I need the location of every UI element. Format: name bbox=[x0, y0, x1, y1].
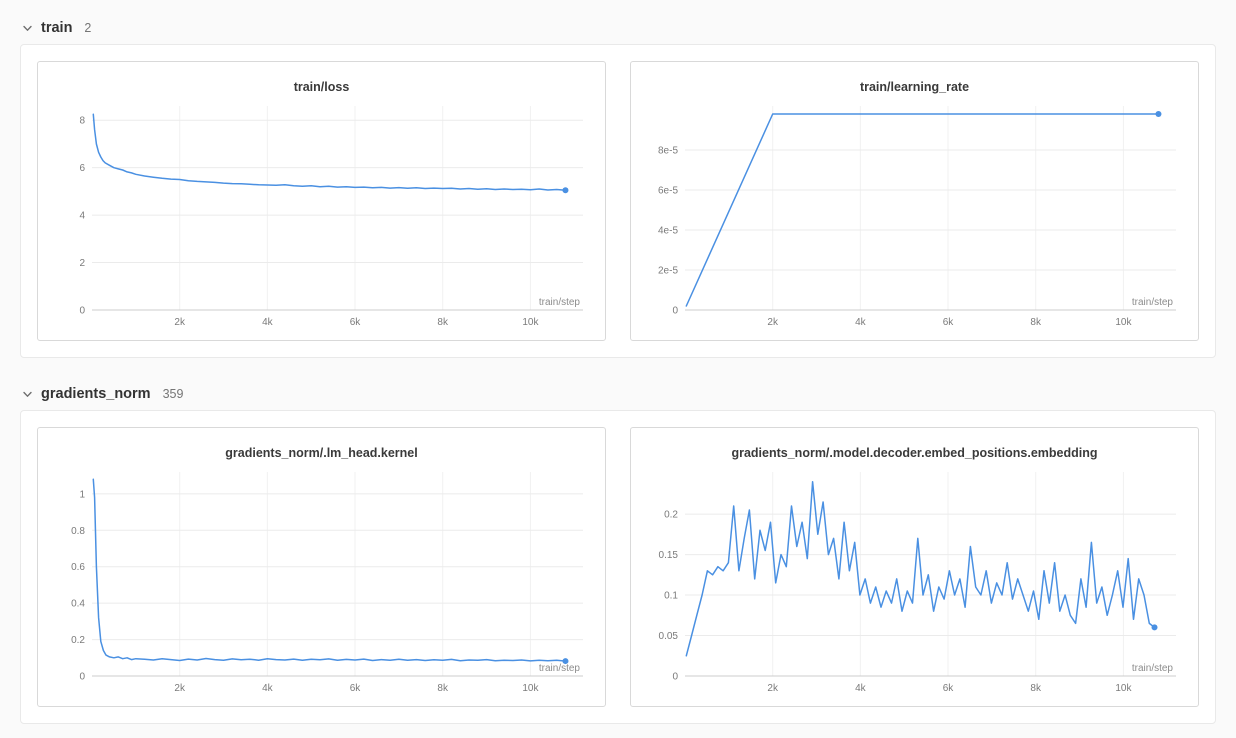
svg-text:8: 8 bbox=[79, 116, 85, 127]
svg-text:8k: 8k bbox=[437, 683, 449, 694]
chevron-down-icon[interactable] bbox=[22, 389, 33, 400]
panel-grid-gradients-norm: gradients_norm/.lm_head.kernel 0 0.2 0.4 0.… bbox=[20, 410, 1216, 724]
svg-text:0: 0 bbox=[672, 306, 678, 317]
svg-text:10k: 10k bbox=[522, 683, 539, 694]
svg-text:0.05: 0.05 bbox=[659, 631, 679, 642]
svg-text:0.6: 0.6 bbox=[71, 562, 85, 573]
svg-text:0.8: 0.8 bbox=[71, 526, 85, 537]
svg-text:0.4: 0.4 bbox=[71, 599, 85, 610]
svg-text:0: 0 bbox=[672, 672, 678, 683]
svg-text:train/step: train/step bbox=[1132, 297, 1174, 308]
svg-text:8k: 8k bbox=[1030, 683, 1042, 694]
svg-text:2k: 2k bbox=[767, 317, 779, 328]
section-train: train 2 train/loss 0 2 4 6 8 2k 4k 6k 8k 10k train… bbox=[20, 16, 1216, 358]
svg-text:4k: 4k bbox=[262, 317, 274, 328]
svg-text:2k: 2k bbox=[174, 317, 186, 328]
svg-text:6e-5: 6e-5 bbox=[658, 186, 678, 197]
section-title: gradients_norm bbox=[41, 386, 151, 402]
section-count-badge: 2 bbox=[84, 21, 92, 35]
svg-text:2k: 2k bbox=[174, 683, 186, 694]
svg-text:6k: 6k bbox=[350, 317, 362, 328]
svg-text:0.15: 0.15 bbox=[659, 550, 679, 561]
svg-text:6k: 6k bbox=[350, 683, 362, 694]
section-count-badge: 359 bbox=[162, 387, 184, 401]
section-header-gradients-norm[interactable]: gradients_norm 359 bbox=[20, 382, 1216, 410]
svg-text:10k: 10k bbox=[522, 317, 539, 328]
svg-text:6: 6 bbox=[79, 163, 85, 174]
svg-text:4e-5: 4e-5 bbox=[658, 226, 678, 237]
svg-text:0.1: 0.1 bbox=[664, 591, 678, 602]
chart-card-lm-head-kernel[interactable]: gradients_norm/.lm_head.kernel 0 0.2 0.4 0.… bbox=[37, 427, 606, 707]
chart-plot-area[interactable]: 0 2 4 6 8 2k 4k 6k 8k 10k train/step bbox=[44, 98, 599, 336]
chart-card-embed-positions-embedding[interactable]: gradients_norm/.model.decoder.embed_posi… bbox=[630, 427, 1199, 707]
svg-text:8k: 8k bbox=[1030, 317, 1042, 328]
svg-text:train/step: train/step bbox=[1132, 663, 1174, 674]
section-gradients-norm: gradients_norm 359 gradients_norm/.lm_he… bbox=[20, 382, 1216, 724]
chevron-down-icon[interactable] bbox=[22, 23, 33, 34]
svg-text:6k: 6k bbox=[943, 317, 955, 328]
svg-text:2k: 2k bbox=[767, 683, 779, 694]
section-header-train[interactable]: train 2 bbox=[20, 16, 1216, 44]
svg-text:4k: 4k bbox=[855, 317, 867, 328]
svg-text:8k: 8k bbox=[437, 317, 449, 328]
svg-text:4k: 4k bbox=[855, 683, 867, 694]
chart-plot-area[interactable]: 0 0.2 0.4 0.6 0.8 1 2k 4k 6k 8k 10k train/step bbox=[44, 464, 599, 702]
svg-text:train/step: train/step bbox=[539, 663, 581, 674]
chart-plot-area[interactable]: 0 2e-5 4e-5 6e-5 8e-5 2k 4k 6k 8k 10k train/step bbox=[637, 98, 1192, 336]
chart-title: train/learning_rate bbox=[859, 80, 970, 94]
svg-text:4k: 4k bbox=[262, 683, 274, 694]
chart-title: gradients_norm/.model.decoder.embed_posi… bbox=[731, 446, 1098, 460]
svg-text:10k: 10k bbox=[1115, 683, 1132, 694]
svg-text:train/step: train/step bbox=[539, 297, 581, 308]
svg-text:0.2: 0.2 bbox=[71, 635, 85, 646]
svg-text:2e-5: 2e-5 bbox=[658, 266, 678, 277]
chart-card-train-loss[interactable]: train/loss 0 2 4 6 8 2k 4k 6k 8k 10k train/step bbox=[37, 61, 606, 341]
svg-text:10k: 10k bbox=[1115, 317, 1132, 328]
svg-text:0: 0 bbox=[79, 306, 85, 317]
section-title: train bbox=[41, 20, 73, 36]
chart-title: train/loss bbox=[293, 80, 350, 94]
svg-text:0: 0 bbox=[79, 672, 85, 683]
chart-title: gradients_norm/.lm_head.kernel bbox=[225, 446, 418, 460]
panel-grid-train: train/loss 0 2 4 6 8 2k 4k 6k 8k 10k train/step tr… bbox=[20, 44, 1216, 358]
svg-text:6k: 6k bbox=[943, 683, 955, 694]
chart-card-train-learning-rate[interactable]: train/learning_rate 0 2e-5 4e-5 6e-5 8e-5 2k 4… bbox=[630, 61, 1199, 341]
chart-plot-area[interactable]: 0 0.05 0.1 0.15 0.2 2k 4k 6k 8k 10k train/step bbox=[637, 464, 1192, 702]
svg-text:2: 2 bbox=[79, 258, 85, 269]
svg-text:0.2: 0.2 bbox=[664, 510, 678, 521]
svg-text:8e-5: 8e-5 bbox=[658, 146, 678, 157]
svg-text:1: 1 bbox=[79, 489, 85, 500]
svg-text:4: 4 bbox=[79, 211, 85, 222]
